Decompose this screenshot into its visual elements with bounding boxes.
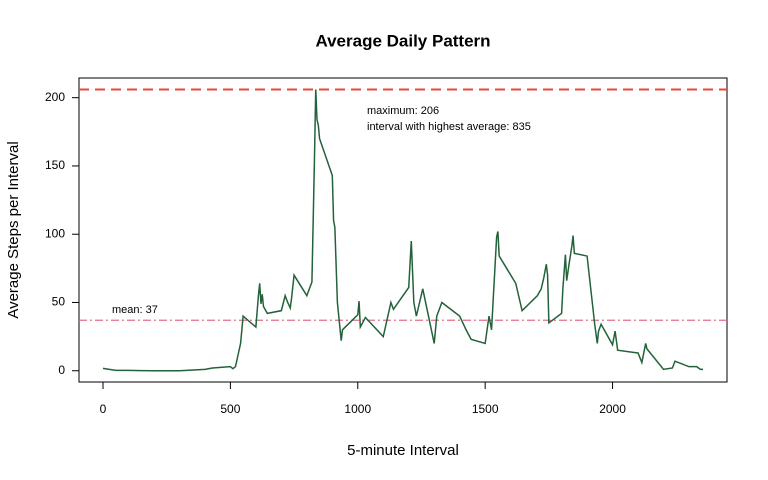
- plot-box: [78, 77, 728, 383]
- y-tick-label: 50: [52, 295, 66, 309]
- annotation: interval with highest average: 835: [367, 121, 531, 133]
- x-tick-label: 1000: [344, 402, 371, 416]
- data-line: [102, 89, 703, 372]
- annotation: mean: 37: [112, 304, 158, 316]
- y-tick-label: 150: [45, 158, 65, 172]
- y-tick-label: 200: [45, 90, 65, 104]
- x-tick-label: 500: [220, 402, 240, 416]
- y-tick-label: 100: [45, 226, 65, 240]
- y-axis-label: Average Steps per Interval: [5, 141, 22, 318]
- chart-title: Average Daily Pattern: [315, 31, 490, 50]
- x-tick-label: 1500: [472, 402, 499, 416]
- x-tick-label: 2000: [599, 402, 626, 416]
- annotation: maximum: 206: [367, 105, 439, 117]
- x-axis-label: 5-minute Interval: [347, 442, 459, 459]
- y-tick-label: 0: [58, 363, 65, 377]
- x-tick-label: 0: [100, 402, 107, 416]
